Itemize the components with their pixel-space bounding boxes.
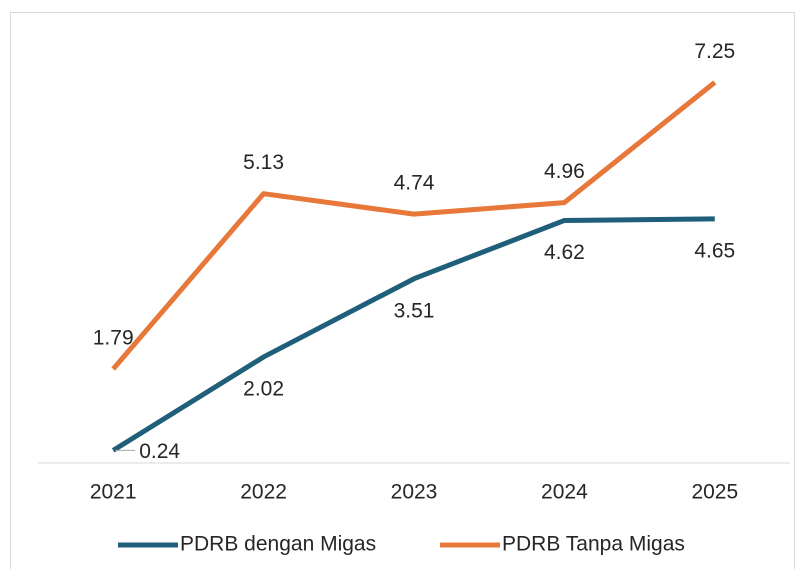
x-tick-label: 2021 bbox=[90, 481, 137, 504]
series-line bbox=[111, 80, 717, 371]
x-tick-label: 2024 bbox=[541, 481, 588, 504]
data-label: 4.96 bbox=[544, 160, 585, 183]
data-label: 2.02 bbox=[243, 377, 284, 400]
x-tick-label: 2023 bbox=[391, 481, 438, 504]
data-label: 4.74 bbox=[394, 172, 435, 195]
x-tick-label: 2025 bbox=[691, 481, 738, 504]
legend-label: PDRB dengan Migas bbox=[180, 533, 376, 556]
chart-border bbox=[10, 12, 795, 569]
data-label: 4.62 bbox=[544, 241, 585, 264]
legend-label: PDRB Tanpa Migas bbox=[502, 533, 685, 556]
data-label: 3.51 bbox=[394, 299, 435, 322]
series-line bbox=[111, 216, 715, 453]
data-label: 1.79 bbox=[93, 327, 134, 350]
data-label: 5.13 bbox=[243, 151, 284, 174]
x-tick-label: 2022 bbox=[240, 481, 287, 504]
data-label: 7.25 bbox=[694, 40, 735, 63]
data-label: 0.24 bbox=[139, 440, 180, 463]
data-label: 4.65 bbox=[694, 239, 735, 262]
